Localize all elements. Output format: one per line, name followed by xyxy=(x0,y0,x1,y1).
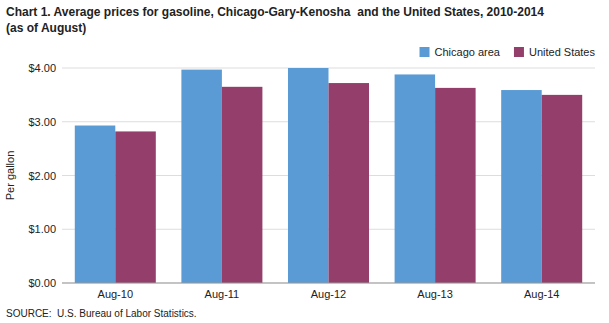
legend-swatch xyxy=(514,47,524,57)
bar xyxy=(395,74,436,283)
bar xyxy=(75,126,116,283)
y-tick-label: $3.00 xyxy=(28,116,56,128)
bar xyxy=(435,88,476,283)
bars xyxy=(75,68,582,283)
bar xyxy=(542,95,583,283)
legend: United States Chicago area xyxy=(420,46,596,58)
legend-label: United States xyxy=(529,46,596,58)
subtitle: (as of August) xyxy=(6,21,86,35)
title: Chart 1. Average prices for gasoline, Ch… xyxy=(6,5,544,19)
y-tick-label: $0.00 xyxy=(28,277,56,289)
y-tick-label: $4.00 xyxy=(28,62,56,74)
x-tick-label: Aug-12 xyxy=(311,288,346,300)
chart: Chart 1. Average prices for gasoline, Ch… xyxy=(0,0,609,323)
bar xyxy=(222,87,263,283)
y-axis-label: Per gallon xyxy=(4,151,16,201)
x-tick-label: Aug-11 xyxy=(205,288,240,300)
x-tick-label: Aug-10 xyxy=(98,288,133,300)
bar xyxy=(288,68,329,283)
bar xyxy=(501,90,542,283)
x-tick-label: Aug-14 xyxy=(524,288,559,300)
grid-line xyxy=(62,283,595,284)
source-note: SOURCE: U.S. Bureau of Labor Statistics. xyxy=(6,308,197,319)
legend-swatch xyxy=(420,47,430,57)
legend-label: Chicago area xyxy=(435,46,501,58)
grid xyxy=(62,68,595,283)
x-axis-line xyxy=(62,283,595,284)
bar xyxy=(181,70,222,283)
y-tick-label: $1.00 xyxy=(28,223,56,235)
bar xyxy=(115,131,156,283)
y-tick-label: $2.00 xyxy=(28,170,56,182)
x-tick-label: Aug-13 xyxy=(417,288,452,300)
bar xyxy=(329,83,370,283)
